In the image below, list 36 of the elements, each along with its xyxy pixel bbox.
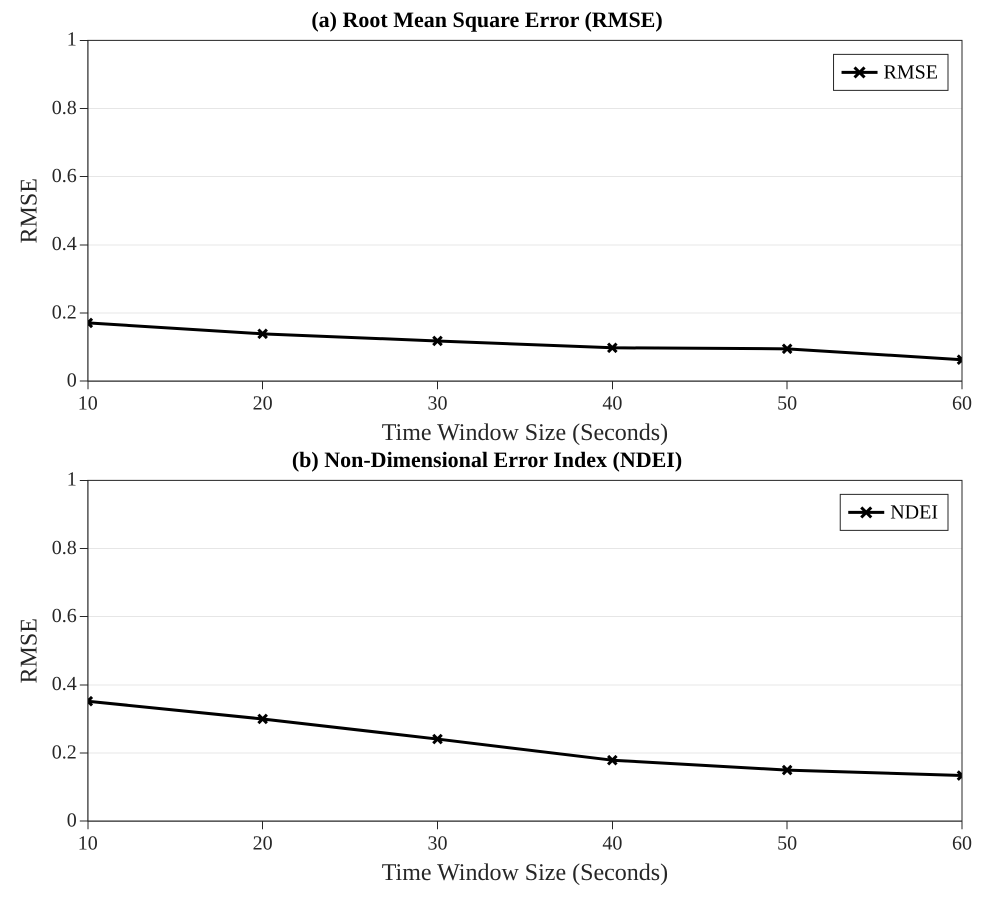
chart-title: (b) Non-Dimensional Error Index (NDEI) (292, 446, 682, 472)
y-tick-label: 0.6 (52, 164, 77, 187)
point (432, 335, 444, 347)
y-tick-label: 0.2 (52, 301, 77, 324)
y-tick-label: 0 (66, 809, 77, 832)
point (606, 342, 618, 354)
y-axis-title: RMSE (16, 618, 43, 684)
y-tick-label: 0.8 (52, 536, 77, 559)
x-tick-label: 50 (777, 392, 798, 414)
y-tick-label: 0.8 (52, 96, 77, 119)
y-tick-label: 0.6 (52, 604, 77, 627)
chart-title: (a) Root Mean Square Error (RMSE) (311, 6, 663, 32)
x-tick-label: 60 (952, 832, 972, 854)
x-tick-label: 40 (602, 832, 622, 854)
y-tick-label: 0.2 (52, 741, 77, 764)
x-tick-label: 20 (252, 832, 273, 854)
legend-label: RMSE (884, 62, 938, 84)
x-tick-label: 10 (78, 832, 98, 854)
x-tick-label: 30 (427, 832, 448, 854)
y-tick-label: 1 (66, 28, 77, 51)
y-tick-label: 0.4 (52, 233, 77, 256)
y-axis-title: RMSE (16, 178, 43, 244)
point (432, 733, 444, 745)
x-tick-label: 10 (78, 392, 98, 414)
y-tick-label: 1 (66, 468, 77, 491)
x-tick-label: 20 (252, 392, 273, 414)
x-tick-label: 50 (777, 832, 798, 854)
y-tick-label: 0.4 (52, 673, 77, 696)
legend-label: NDEI (890, 502, 938, 524)
point (606, 754, 618, 766)
x-tick-label: 30 (427, 392, 448, 414)
x-tick-label: 40 (602, 392, 622, 414)
x-tick-label: 60 (952, 392, 972, 414)
x-axis-title: Time Window Size (Seconds) (382, 420, 668, 446)
y-tick-label: 0 (66, 369, 77, 392)
x-axis-title: Time Window Size (Seconds) (382, 860, 668, 886)
